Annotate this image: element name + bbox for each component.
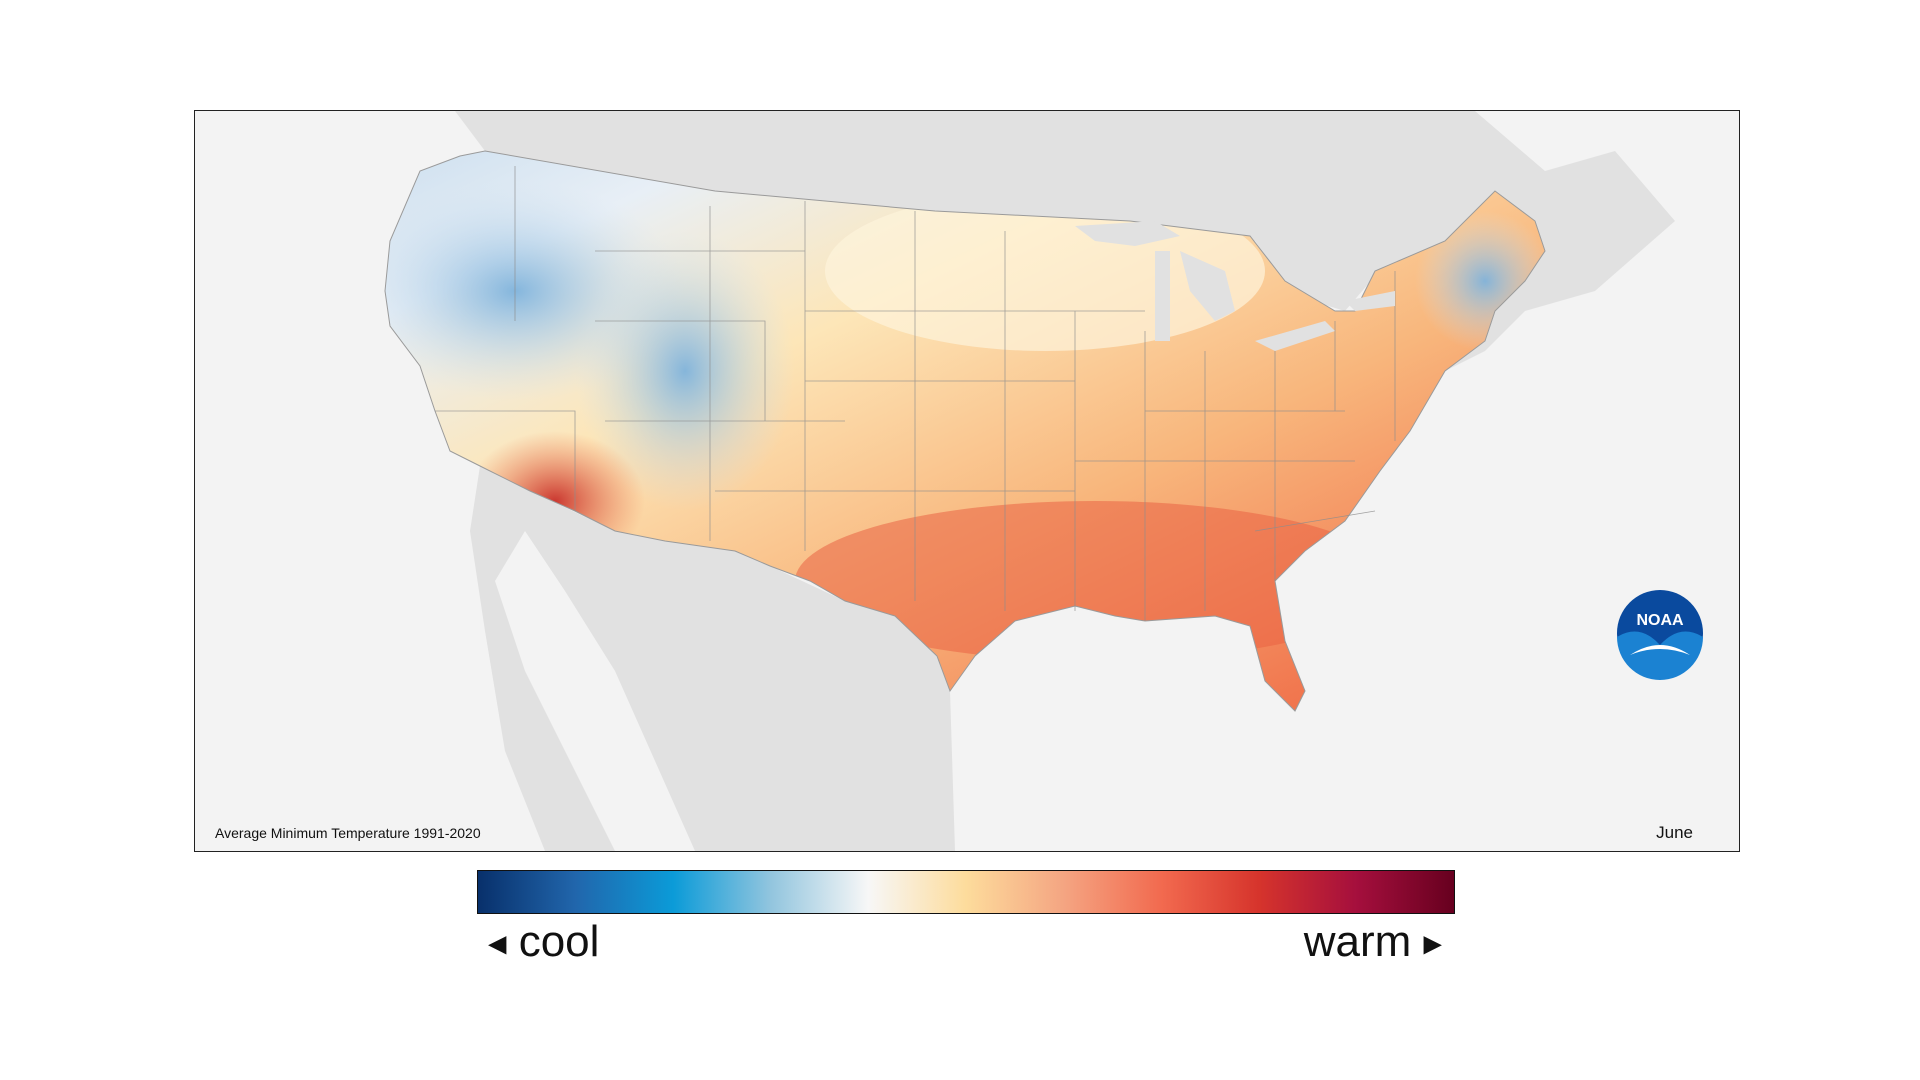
map-panel: NOAA Average Minimum Temperature 1991-20… (194, 110, 1740, 852)
map-caption: Average Minimum Temperature 1991-2020 (215, 825, 481, 841)
color-scale-bar (477, 870, 1455, 914)
legend-cool-label: ◀ cool (488, 912, 599, 974)
mexico-landmass (470, 466, 955, 851)
temperature-map: NOAA (384, 111, 1703, 851)
warm-region-gulf (795, 501, 1395, 661)
warm-text: warm (1303, 917, 1412, 966)
right-arrow-icon: ▶ (1423, 930, 1442, 958)
cool-text: cool (518, 917, 600, 966)
canada-landmass (455, 111, 1675, 371)
left-arrow-icon: ◀ (488, 930, 507, 958)
noaa-logo-text: NOAA (1636, 612, 1684, 629)
month-label: June (1656, 823, 1693, 842)
great-lakes (1075, 221, 1395, 351)
state-boundaries (435, 166, 1396, 621)
legend-warm-label: warm ▶ (1304, 912, 1442, 974)
cool-region-rockies (575, 231, 795, 511)
noaa-logo: NOAA (1617, 590, 1703, 680)
